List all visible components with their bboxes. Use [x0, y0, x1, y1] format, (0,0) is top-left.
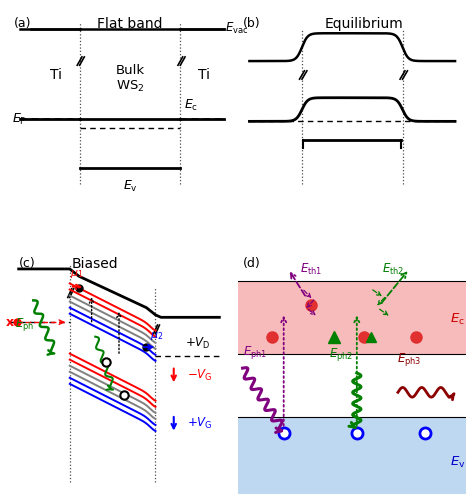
Text: $E_\mathrm{F}$: $E_\mathrm{F}$ [12, 111, 26, 127]
Text: $E_\mathrm{th1}$: $E_\mathrm{th1}$ [300, 262, 322, 277]
Text: (c): (c) [19, 257, 35, 270]
Bar [238, 416, 466, 494]
Text: Ti: Ti [198, 68, 210, 82]
Bar [238, 281, 466, 354]
Text: Equilibrium: Equilibrium [324, 17, 403, 31]
Text: $E_\mathrm{ph2}$: $E_\mathrm{ph2}$ [328, 346, 353, 363]
Text: $E_\mathrm{ph}$: $E_\mathrm{ph}$ [15, 316, 34, 333]
Text: x: x [5, 316, 14, 329]
Text: $E_{\mathrm{vac}}$: $E_{\mathrm{vac}}$ [225, 21, 248, 36]
Text: $E_\mathrm{th2}$: $E_\mathrm{th2}$ [382, 262, 405, 277]
Text: Ti: Ti [50, 68, 61, 82]
Text: $\mu_2$: $\mu_2$ [150, 330, 163, 342]
Text: $E_\mathrm{v}$: $E_\mathrm{v}$ [122, 179, 138, 195]
Text: $E_\mathrm{ph1}$: $E_\mathrm{ph1}$ [243, 344, 267, 361]
Text: $+V_\mathrm{D}$: $+V_\mathrm{D}$ [185, 336, 210, 351]
Text: $-V_\mathrm{G}$: $-V_\mathrm{G}$ [187, 368, 212, 383]
Text: Bulk: Bulk [115, 64, 145, 77]
Text: $E_\mathrm{c}$: $E_\mathrm{c}$ [184, 98, 198, 113]
Text: WS$_2$: WS$_2$ [116, 79, 144, 94]
Text: $E_\mathrm{v}$: $E_\mathrm{v}$ [450, 455, 466, 470]
Text: (b): (b) [243, 17, 260, 30]
Text: (d): (d) [243, 257, 260, 270]
Text: $\mu_1$: $\mu_1$ [70, 268, 84, 280]
Text: $E_\mathrm{ph3}$: $E_\mathrm{ph3}$ [397, 351, 422, 368]
Text: Biased: Biased [72, 257, 119, 271]
Text: Flat band: Flat band [97, 17, 163, 31]
Text: (a): (a) [14, 17, 31, 30]
Text: $+V_\mathrm{G}$: $+V_\mathrm{G}$ [187, 416, 212, 431]
Text: $E_\mathrm{c}$: $E_\mathrm{c}$ [450, 312, 466, 327]
